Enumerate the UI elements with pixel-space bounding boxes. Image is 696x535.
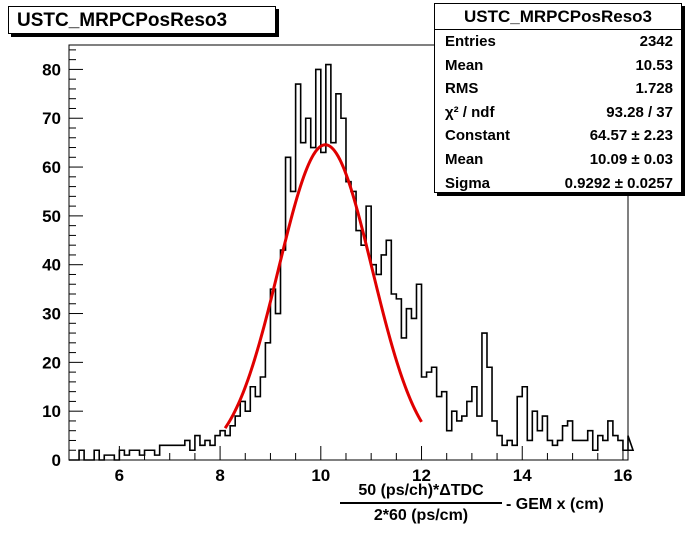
stats-label: RMS	[445, 80, 479, 98]
stats-row: χ² / ndf 93.28 / 37	[435, 101, 681, 125]
y-tick-label: 40	[42, 256, 61, 275]
x-axis-title-denominator: 2*60 (ps/cm)	[373, 507, 469, 524]
y-tick-label: 80	[42, 60, 61, 79]
stats-value: 10.53	[635, 56, 673, 74]
stats-row: RMS 1.728	[435, 77, 681, 101]
stats-row: Entries 2342	[435, 30, 681, 54]
y-tick-label: 20	[42, 353, 61, 372]
histogram-series	[69, 63, 635, 461]
stats-value: 93.28 / 37	[606, 103, 673, 121]
x-tick-label: 10	[311, 466, 330, 485]
stats-label: Mean	[445, 56, 484, 74]
x-tick-label: 8	[215, 466, 224, 485]
chart-title: USTC_MRPCPosReso3	[8, 6, 276, 34]
y-tick-label: 30	[42, 305, 61, 324]
x-tick-label: 6	[115, 466, 124, 485]
stats-value: 10.09 ± 0.03	[589, 150, 673, 168]
y-tick-label: 70	[42, 109, 61, 128]
x-tick-label: 14	[513, 466, 532, 485]
x-tick-label: 12	[412, 466, 431, 485]
x-axis: 6 8 10 12 14 16	[68, 446, 633, 485]
stats-row: Mean 10.09 ± 0.03	[435, 148, 681, 172]
gaussian-fit-curve	[223, 143, 423, 430]
plot-frame	[68, 44, 629, 461]
stats-label: Entries	[445, 33, 496, 50]
stats-label: Sigma	[445, 174, 491, 192]
x-tick-label: 16	[614, 466, 633, 485]
x-axis-title: 50 (ps/ch)*ΔTDC 2*60 (ps/cm)	[340, 482, 502, 525]
y-tick-label: 50	[42, 207, 61, 226]
stats-header: USTC_MRPCPosReso3	[435, 4, 681, 30]
stats-value: 2342	[639, 33, 673, 50]
stats-label: Constant	[445, 127, 510, 145]
stats-row: Sigma 0.9292 ± 0.0257	[435, 172, 681, 196]
stats-label: Mean	[445, 150, 484, 168]
stats-value: 1.728	[635, 80, 673, 98]
stats-box: USTC_MRPCPosReso3 Entries 2342 Mean 10.53 …	[434, 3, 682, 193]
stats-value: 64.57 ± 2.23	[589, 127, 673, 145]
stats-label: χ² / ndf	[445, 103, 495, 121]
y-axis: 0 10 20 30 40 50 60 70 80	[42, 49, 83, 470]
stats-row: Constant 64.57 ± 2.23	[435, 124, 681, 148]
stats-row: Mean 10.53	[435, 54, 681, 78]
y-tick-label: 60	[42, 158, 61, 177]
x-axis-title-suffix: - GEM x (cm)	[506, 496, 604, 513]
stats-value: 0.9292 ± 0.0257	[564, 174, 673, 192]
y-tick-label: 0	[52, 451, 61, 470]
x-axis-title-numerator: 50 (ps/ch)*ΔTDC	[340, 482, 502, 504]
y-tick-label: 10	[42, 402, 61, 421]
